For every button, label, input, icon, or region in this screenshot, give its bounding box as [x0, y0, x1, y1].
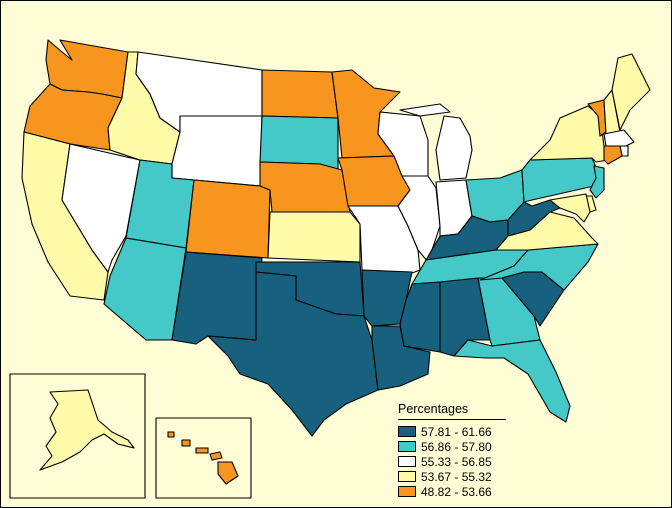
state-new-jersey[interactable] — [589, 165, 605, 199]
state-maine[interactable] — [611, 53, 651, 131]
legend-swatch — [398, 486, 416, 497]
state-maryland[interactable] — [549, 193, 591, 223]
state-nebraska[interactable] — [259, 161, 351, 213]
state-vermont[interactable] — [587, 99, 607, 137]
legend-item: 53.67 - 55.32 — [398, 469, 518, 484]
state-colorado[interactable] — [185, 179, 271, 259]
legend-label: 55.33 - 56.85 — [421, 454, 492, 469]
state-michigan[interactable] — [399, 103, 473, 181]
legend-title: Percentages — [398, 402, 506, 420]
map-legend: Percentages 57.81 - 61.66 56.86 - 57.80 … — [398, 402, 518, 499]
state-alaska[interactable] — [39, 389, 135, 471]
legend-swatch — [398, 471, 416, 482]
state-texas[interactable] — [207, 271, 379, 437]
state-wyoming[interactable] — [171, 115, 263, 187]
legend-swatch — [398, 441, 416, 452]
legend-item: 56.86 - 57.80 — [398, 439, 518, 454]
legend-item: 48.82 - 53.66 — [398, 484, 518, 499]
state-illinois[interactable] — [397, 175, 441, 263]
legend-swatch — [398, 426, 416, 437]
legend-label: 56.86 - 57.80 — [421, 439, 492, 454]
legend-label: 57.81 - 61.66 — [421, 424, 492, 439]
state-north-carolina[interactable] — [479, 243, 599, 291]
state-north-dakota[interactable] — [261, 69, 339, 119]
legend-swatch — [398, 456, 416, 467]
legend-label: 48.82 - 53.66 — [421, 484, 492, 499]
state-hawaii[interactable] — [167, 431, 239, 485]
state-florida[interactable] — [453, 339, 571, 423]
legend-item: 57.81 - 61.66 — [398, 424, 518, 439]
state-massachusetts[interactable] — [603, 129, 635, 147]
state-connecticut[interactable] — [603, 145, 623, 165]
state-new-mexico[interactable] — [171, 251, 263, 345]
legend-item: 55.33 - 56.85 — [398, 454, 518, 469]
hawaii-inset-frame — [155, 417, 252, 499]
alaska-inset-frame — [9, 373, 146, 499]
legend-label: 53.67 - 55.32 — [421, 469, 492, 484]
state-kansas[interactable] — [267, 211, 361, 263]
